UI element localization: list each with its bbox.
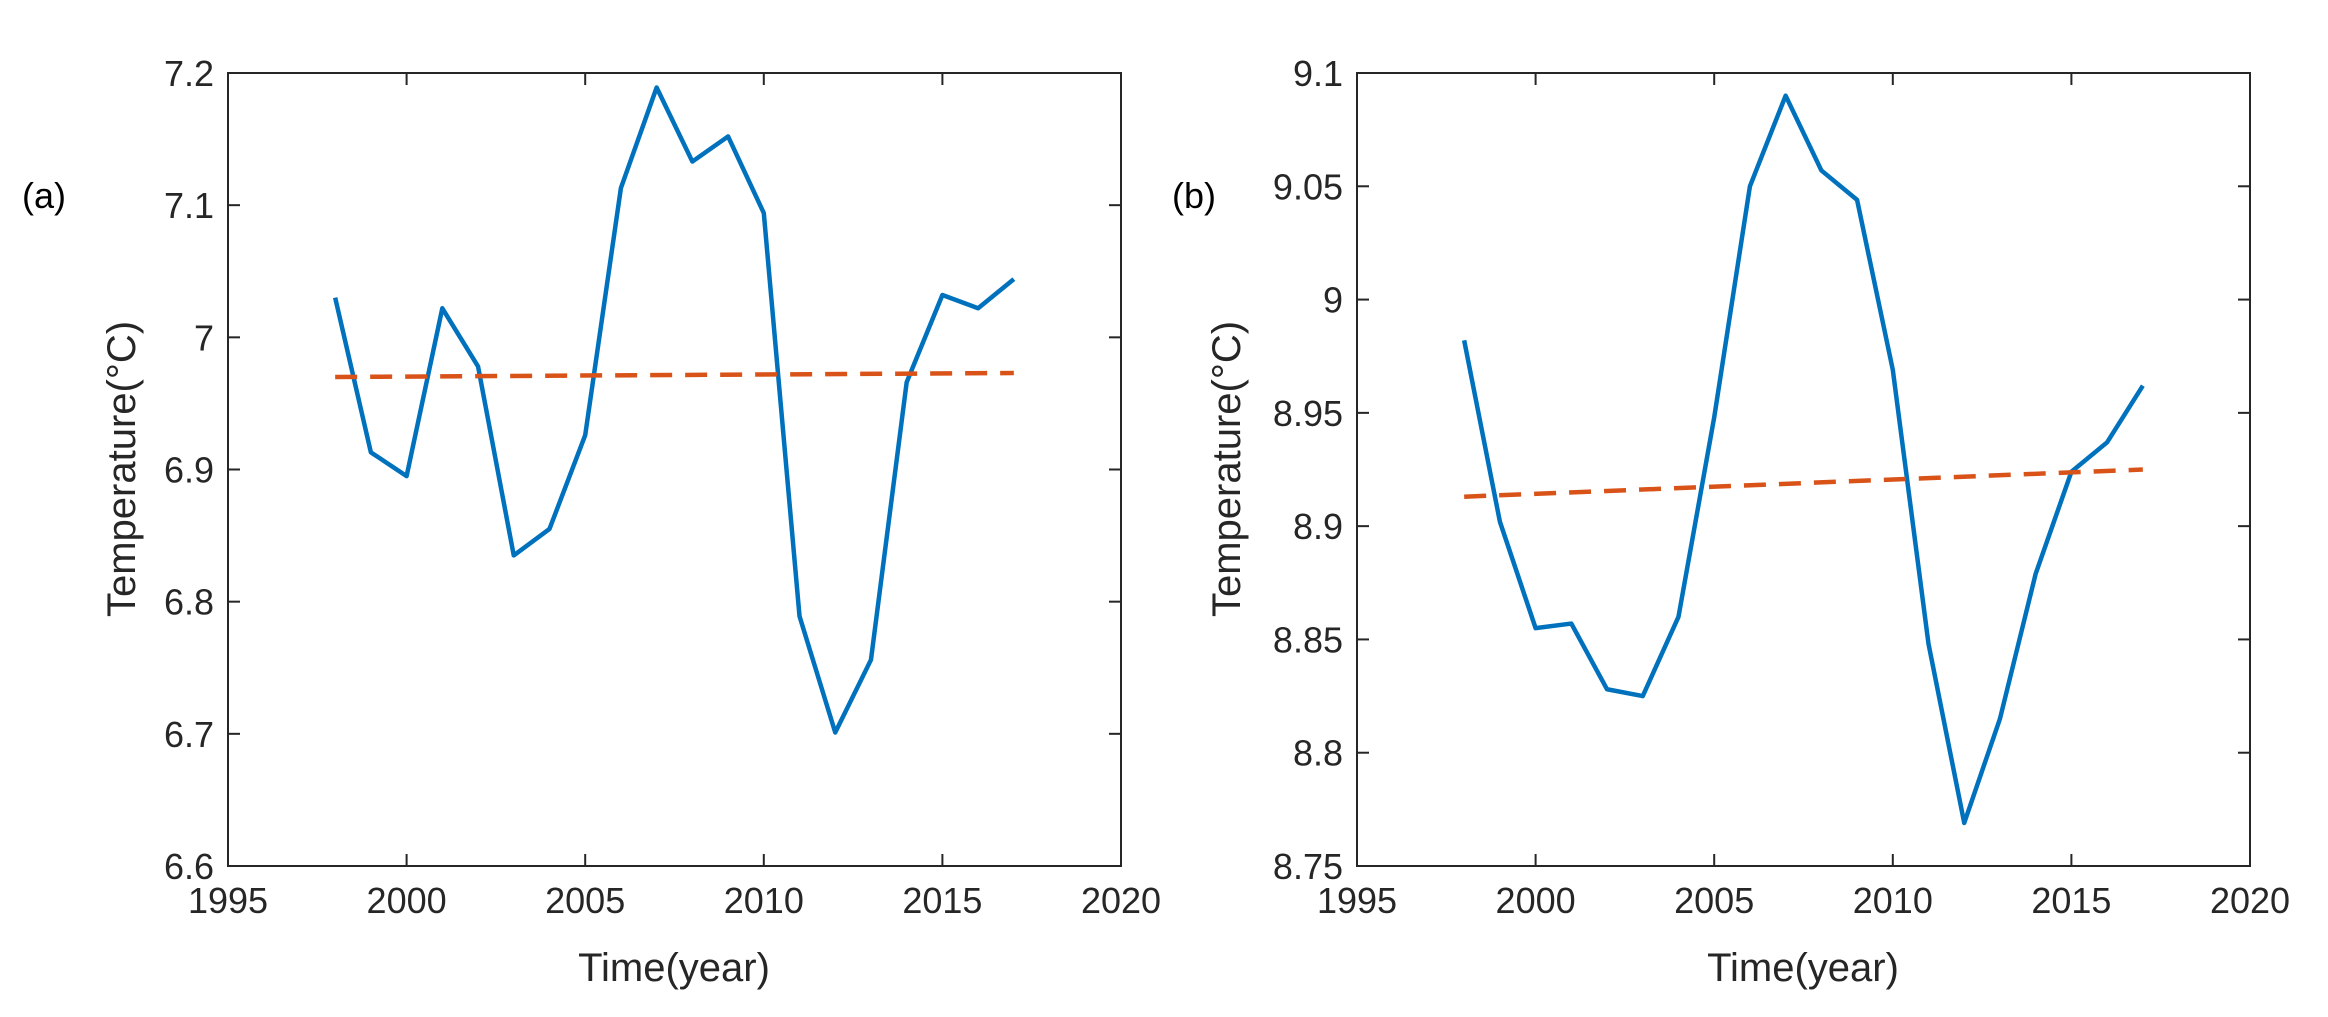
panel-a-y-tick-label: 7.2 <box>164 53 214 94</box>
panel-b-ticks: 1995 2000 2005 2010 2015 2020 8.75 8.8 8.85 8.9 8.… <box>1273 53 2290 921</box>
panel-a-x-axis-title: Time(year) <box>578 946 770 990</box>
panel-a: (a) 1995 2000 2005 2010 2015 2020 6.6 6.7 6.8 6.9… <box>22 53 1161 990</box>
panel-a-y-axis-title: Temperature(°C) <box>100 321 144 617</box>
panel-b-y-tick-label: 8.95 <box>1273 393 1343 434</box>
panel-a-plot-frame <box>227 72 1122 867</box>
panel-a-y-tick-label: 6.8 <box>164 582 214 623</box>
panel-a-x-tick-label: 2010 <box>724 880 804 921</box>
panel-a-y-tick-label: 6.9 <box>164 450 214 491</box>
panel-b-x-tick-label: 2010 <box>1853 880 1933 921</box>
panel-b-x-tick-label: 2020 <box>2210 880 2290 921</box>
panel-b-series-trend <box>1464 467 2143 499</box>
panel-a-x-tick-label: 2000 <box>367 880 447 921</box>
panel-a-y-tick-label: 7.1 <box>164 185 214 226</box>
panel-b-plot-frame <box>1356 72 2251 867</box>
panel-a-x-tick-label: 2005 <box>545 880 625 921</box>
panel-a-y-tick-label: 6.6 <box>164 846 214 887</box>
panel-a-x-tick-label: 2015 <box>902 880 982 921</box>
panel-b-y-tick-label: 9.05 <box>1273 166 1343 207</box>
panel-b-y-tick-label: 8.8 <box>1293 733 1343 774</box>
panel-b-label: (b) <box>1172 175 1216 216</box>
panel-a-series-temperature <box>332 85 1016 735</box>
panel-b-series <box>1461 93 2145 826</box>
panel-b-series-temperature <box>1461 93 2145 826</box>
panel-b-x-tick-label: 1995 <box>1317 880 1397 921</box>
panel-b-y-tick-label: 8.85 <box>1273 619 1343 660</box>
panel-a-y-tick-label: 6.7 <box>164 714 214 755</box>
panel-b-x-tick-label: 2000 <box>1496 880 1576 921</box>
panel-b-y-tick-label: 8.75 <box>1273 846 1343 887</box>
panel-a-y-tick-label: 7 <box>194 317 214 358</box>
panel-b-y-axis-title: Temperature(°C) <box>1205 321 1249 617</box>
panel-b-y-tick-label: 8.9 <box>1293 506 1343 547</box>
panel-a-x-tick-label: 1995 <box>188 880 268 921</box>
panel-b: (b) 1995 2000 2005 2010 2015 2020 8.75 8.8 8.85 8… <box>1172 53 2290 990</box>
panel-a-ticks: 1995 2000 2005 2010 2015 2020 6.6 6.7 6.8 6.9 7 7.1… <box>164 53 1161 921</box>
panel-b-y-tick-label: 9 <box>1323 280 1343 321</box>
panel-a-series <box>332 85 1016 735</box>
panel-a-label: (a) <box>22 175 66 216</box>
panel-b-x-tick-label: 2015 <box>2031 880 2111 921</box>
panel-a-series-trend <box>335 370 1014 380</box>
panel-a-x-tick-label: 2020 <box>1081 880 1161 921</box>
panel-b-x-axis-title: Time(year) <box>1707 946 1899 990</box>
panel-b-x-tick-label: 2005 <box>1674 880 1754 921</box>
panel-b-y-tick-label: 9.1 <box>1293 53 1343 94</box>
